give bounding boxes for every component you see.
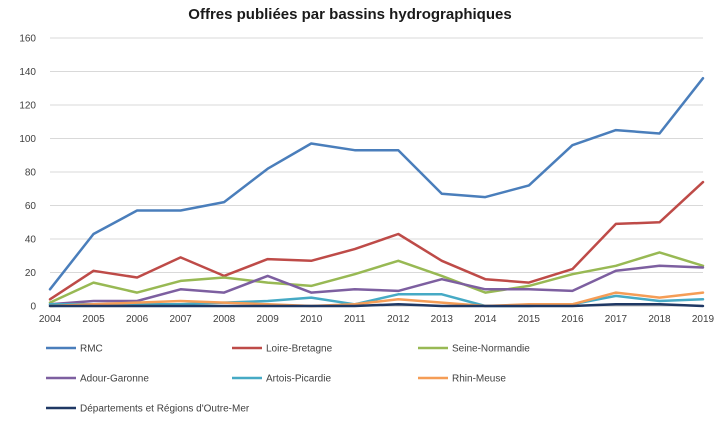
x-tick-label: 2019 <box>692 314 715 325</box>
x-tick-label: 2016 <box>561 314 584 325</box>
y-axis-ticks: 0 20 40 60 80 100 120 140 160 <box>19 34 36 313</box>
chart-title: Offres publiées par bassins hydrographiq… <box>188 6 511 23</box>
x-tick-label: 2008 <box>213 314 236 325</box>
series-line-3 <box>48 264 705 306</box>
y-tick-label: 60 <box>25 201 37 212</box>
x-tick-label: 2004 <box>39 314 62 325</box>
series-lines <box>48 76 705 308</box>
legend-label: Loire-Bretagne <box>266 344 333 355</box>
x-tick-label: 2012 <box>387 314 410 325</box>
series-line-6 <box>48 303 705 308</box>
x-tick-label: 2007 <box>169 314 192 325</box>
x-tick-label: 2018 <box>648 314 671 325</box>
legend-label: Artois-Picardie <box>266 374 331 385</box>
x-tick-label: 2006 <box>126 314 149 325</box>
x-tick-label: 2009 <box>257 314 280 325</box>
series-line-0 <box>48 76 705 291</box>
legend: RMC Loire-Bretagne Seine-Normandie Adour-Ga… <box>46 344 530 415</box>
series-line-4 <box>48 293 705 308</box>
legend-label: Départements et Régions d'Outre-Mer <box>80 404 250 415</box>
y-tick-label: 0 <box>30 302 36 313</box>
x-tick-label: 2011 <box>344 314 366 325</box>
y-tick-label: 160 <box>19 34 36 45</box>
x-tick-label: 2010 <box>300 314 323 325</box>
legend-label: Seine-Normandie <box>452 344 530 355</box>
legend-label: Rhin-Meuse <box>452 374 506 385</box>
y-tick-label: 140 <box>19 67 36 78</box>
series-line-5 <box>48 291 705 308</box>
x-tick-label: 2005 <box>82 314 105 325</box>
y-tick-label: 20 <box>25 268 37 279</box>
y-tick-label: 80 <box>25 168 37 179</box>
y-tick-label: 100 <box>19 134 36 145</box>
legend-label: RMC <box>80 344 103 355</box>
x-tick-label: 2015 <box>518 314 541 325</box>
x-tick-label: 2014 <box>474 314 497 325</box>
x-tick-label: 2013 <box>431 314 454 325</box>
grid-lines <box>50 37 703 307</box>
series-line-2 <box>48 251 705 304</box>
legend-label: Adour-Garonne <box>80 374 149 385</box>
y-tick-label: 40 <box>25 235 37 246</box>
x-axis-ticks: 2004 2005 2006 2007 2008 2009 2010 2011 2012 2013… <box>39 314 715 325</box>
y-tick-label: 120 <box>19 101 36 112</box>
x-tick-label: 2017 <box>605 314 628 325</box>
series-line-1 <box>48 180 705 301</box>
